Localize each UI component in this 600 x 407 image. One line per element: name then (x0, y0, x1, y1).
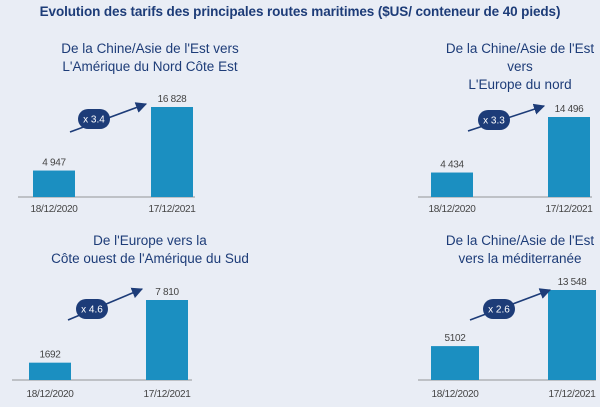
multiplier-badge (478, 110, 510, 130)
bar-chart: 5102 18/12/2020 13 548 17/12/2021 x 2.6 (418, 277, 597, 400)
multiplier-badge (483, 299, 515, 319)
panel-title-line-1: De l'Europe vers la (93, 233, 207, 248)
main-title: Evolution des tarifs des principales rou… (39, 4, 561, 19)
panel-title-line-2: L'Europe du nord (468, 77, 572, 92)
bar (431, 346, 479, 380)
panel-title: De la Chine/Asie de l'Est vers la médite… (440, 232, 600, 268)
data-label: 4 947 (42, 158, 66, 169)
bar (29, 362, 71, 380)
multiplier-label: x 2.6 (488, 305, 510, 316)
data-label: 16 828 (158, 94, 188, 105)
x-tick-label: 17/12/2021 (143, 389, 191, 400)
x-tick-label: 18/12/2020 (26, 389, 74, 400)
chart-panel-north-europe: De la Chine/Asie de l'Est vers L'Europe … (300, 40, 600, 215)
chart-panel-south-america: De l'Europe vers la Côte ouest de l'Amér… (0, 232, 300, 407)
bar (548, 290, 596, 380)
panel-title: De la Chine/Asie de l'Est vers L'Amériqu… (0, 40, 300, 76)
bar-chart: 1692 18/12/2020 7 810 17/12/2021 x 4.6 (12, 287, 192, 400)
x-tick-label: 17/12/2021 (545, 204, 593, 215)
bar (33, 170, 75, 197)
data-label: 5102 (444, 333, 466, 344)
x-tick-label: 17/12/2021 (548, 389, 596, 400)
bar-chart: 4 947 18/12/2020 16 828 17/12/2021 x 3.4 (18, 94, 197, 215)
bar (431, 172, 473, 197)
multiplier-label: x 3.3 (483, 116, 505, 127)
panel-title: De l'Europe vers la Côte ouest de l'Amér… (0, 232, 300, 268)
x-tick-label: 17/12/2021 (148, 204, 196, 215)
bar (548, 117, 590, 197)
multiplier-badge (76, 299, 108, 319)
panel-title-line-2: Côte ouest de l'Amérique du Sud (51, 251, 249, 266)
data-label: 14 496 (555, 104, 585, 115)
panel-title-line-1: De la Chine/Asie de l'Est (445, 233, 595, 248)
x-tick-label: 18/12/2020 (428, 204, 476, 215)
panel-title-line-1: De la Chine/Asie de l'Est vers (61, 41, 239, 56)
panel-title: De la Chine/Asie de l'Est vers L'Europe … (440, 40, 600, 94)
x-tick-label: 18/12/2020 (30, 204, 78, 215)
data-label: 4 434 (440, 160, 464, 171)
bar (146, 300, 188, 380)
bar-chart: 4 434 18/12/2020 14 496 17/12/2021 x 3.3 (418, 103, 594, 215)
chart-panel-mediterranean: De la Chine/Asie de l'Est vers la médite… (300, 232, 600, 407)
panel-title-line-1: De la Chine/Asie de l'Est vers (445, 41, 595, 74)
chart-panel-north-america: De la Chine/Asie de l'Est vers L'Amériqu… (0, 40, 300, 215)
panel-title-line-2: vers la méditerranée (458, 251, 582, 266)
multiplier-badge (78, 109, 110, 129)
data-label: 13 548 (558, 277, 588, 288)
x-tick-label: 18/12/2020 (431, 389, 479, 400)
data-label: 1692 (39, 350, 61, 361)
bar (151, 107, 193, 197)
multiplier-label: x 3.4 (83, 115, 105, 126)
multiplier-label: x 4.6 (81, 305, 103, 316)
panel-title-line-2: L'Amérique du Nord Côte Est (62, 59, 238, 74)
data-label: 7 810 (155, 287, 179, 298)
